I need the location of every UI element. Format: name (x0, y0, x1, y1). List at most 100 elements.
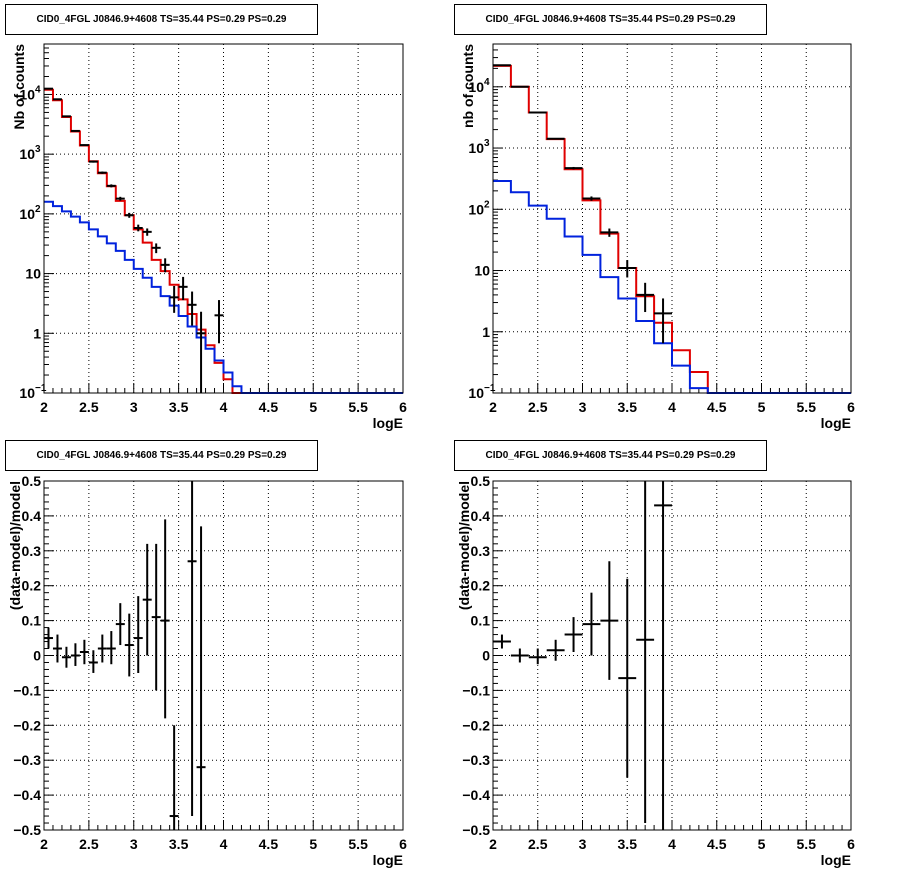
axes: 2 2.5 3 3.5 4 4.5 5 5.5 6 −0.5 −0.4 −0.3 −0.2 −0.1 0 0.… (13, 473, 407, 852)
residual-pad-right: 2 2.5 3 3.5 4 4.5 5 5.5 6 −0.5 −0.4 −0.3 −0.2 −0.1 0 0.… (449, 437, 898, 874)
plot-frame (43, 480, 404, 831)
y-tick-label: 10 (474, 263, 490, 279)
x-tick-label: 2 (40, 399, 48, 415)
data-point (636, 481, 655, 824)
y-tick-exponent: 4 (484, 77, 490, 88)
y-tick-label: 10 (468, 79, 484, 95)
y-tick-label: −0.4 (462, 787, 490, 803)
data-point (124, 212, 134, 218)
y-tick-label: −0.2 (462, 717, 490, 733)
y-axis-title: nb of counts (460, 44, 476, 128)
total_model-histogram (44, 88, 403, 394)
data-point (510, 85, 529, 88)
y-tick-label: 1 (482, 324, 490, 340)
component-histogram (44, 200, 403, 394)
y-tick-label: 0.5 (22, 473, 42, 489)
y-tick-exponent: 3 (484, 138, 490, 149)
x-tick-label: 3 (579, 399, 587, 415)
data-point (618, 260, 637, 278)
chart-title: CID0_4FGL J0846.9+4608 TS=35.44 PS=0.29 … (454, 4, 767, 35)
x-tick-label: 3.5 (169, 399, 189, 415)
y-tick-label: 10 (468, 201, 484, 217)
y-tick-label: −0.3 (13, 752, 41, 768)
data-point (618, 578, 637, 778)
data-point (510, 648, 529, 663)
grid-lines (44, 481, 403, 830)
data-point (124, 613, 134, 677)
x-tick-label: 3 (579, 836, 587, 852)
chart-title: CID0_4FGL J0846.9+4608 TS=35.44 PS=0.29 … (5, 440, 318, 471)
data-point (654, 298, 672, 344)
x-tick-label: 4.5 (259, 836, 279, 852)
chart-title: CID0_4FGL J0846.9+4608 TS=35.44 PS=0.29 … (454, 440, 767, 471)
x-tick-label: 4 (668, 836, 676, 852)
data-point (106, 631, 116, 665)
y-tick-label: 10 (19, 86, 35, 102)
x-tick-label: 4 (220, 836, 228, 852)
y-tick-label: −0.3 (462, 752, 490, 768)
x-tick-label: 3.5 (618, 399, 638, 415)
y-tick-label: 0.4 (22, 508, 42, 524)
data-point (44, 627, 53, 649)
y-tick-label: 0.1 (22, 613, 42, 629)
x-tick-label: 5 (309, 399, 317, 415)
y-tick-label: 10 (19, 146, 35, 162)
grid-lines (493, 481, 851, 830)
data-point (160, 519, 170, 719)
data-point (142, 543, 152, 656)
data-point (564, 166, 583, 170)
x-tick-label: 5.5 (797, 836, 817, 852)
counts-pad-right: 2 2.5 3 3.5 4 4.5 5 5.5 6 10 −1 1 10 10 2 10 3 10 4 logE nb … (449, 0, 898, 437)
x-tick-label: 3.5 (618, 836, 638, 852)
chart-title: CID0_4FGL J0846.9+4608 TS=35.44 PS=0.29 … (5, 4, 318, 35)
data-point (546, 137, 565, 140)
x-tick-label: 3 (130, 399, 138, 415)
data-point (564, 617, 583, 653)
y-axis-title: (data-model)/model (7, 481, 23, 610)
data-point (79, 144, 89, 147)
data-point (115, 603, 125, 646)
data-point (115, 196, 125, 201)
x-axis-title: logE (373, 415, 403, 431)
x-tick-label: 6 (399, 399, 407, 415)
y-tick-exponent: 3 (35, 144, 41, 155)
data-point (70, 129, 80, 132)
x-tick-label: 6 (399, 836, 407, 852)
x-tick-label: 5 (758, 399, 766, 415)
data-point (169, 725, 179, 830)
x-tick-label: 5 (758, 836, 766, 852)
y-tick-label: 0.3 (22, 543, 42, 559)
data-point (151, 543, 161, 691)
data-point (528, 111, 547, 114)
y-tick-label: 10 (25, 266, 41, 282)
data-point (79, 639, 89, 665)
x-tick-label: 5.5 (348, 836, 368, 852)
data-point (546, 639, 565, 661)
data-point (52, 634, 62, 663)
data-point (88, 160, 98, 163)
y-tick-label: 0.4 (471, 508, 491, 524)
x-tick-label: 4.5 (259, 399, 279, 415)
y-tick-label: 0 (33, 648, 41, 664)
y-tick-exponent: 4 (35, 84, 41, 95)
data-point (160, 258, 170, 273)
data-point (169, 285, 179, 313)
y-tick-label: 0.2 (471, 578, 491, 594)
x-axis-title: logE (821, 852, 851, 868)
data-point (88, 650, 98, 673)
data-point (52, 98, 62, 101)
x-tick-label: 2 (489, 399, 497, 415)
x-axis-title: logE (373, 852, 403, 868)
data-point (97, 634, 107, 663)
y-tick-label: 0.2 (22, 578, 42, 594)
y-tick-label: 0 (482, 648, 490, 664)
x-tick-label: 2.5 (528, 399, 548, 415)
grid-lines (44, 44, 403, 393)
data-point (106, 184, 116, 188)
x-tick-label: 4 (668, 399, 676, 415)
data-point (214, 300, 224, 344)
data-point (133, 224, 143, 232)
data-point (142, 228, 152, 236)
y-tick-label: 0.3 (471, 543, 491, 559)
